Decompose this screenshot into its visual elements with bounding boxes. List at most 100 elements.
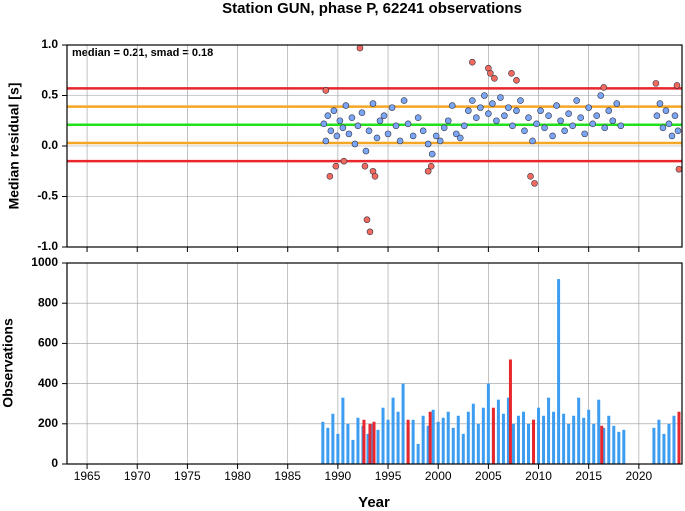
point [487,69,494,77]
x-tick-label: 1965 [74,469,101,483]
bar [356,417,360,464]
point [501,112,508,119]
point [456,134,464,142]
bar [562,413,566,464]
point [673,82,681,89]
x-tick-label: 2005 [475,469,502,483]
point [549,132,556,140]
point [436,137,444,145]
bar [537,407,541,464]
point [481,92,488,99]
point [330,107,338,114]
point [597,92,605,99]
point [465,107,472,114]
point [553,102,560,109]
point [351,140,359,148]
x-tick-label: 1995 [375,469,402,483]
point [529,137,536,145]
point [508,69,515,77]
bar [428,411,432,464]
point [593,112,601,119]
x-tick-label: 1975 [174,469,201,483]
bar [587,409,591,464]
point [365,127,373,135]
point [469,58,476,66]
point [653,112,661,119]
bar [346,423,350,464]
plot-frame [66,262,683,465]
x-tick-label: 1980 [224,469,251,483]
bar [491,407,495,464]
bar [577,397,581,464]
y-tick-label: 800 [38,295,58,309]
bar [496,399,500,464]
bar [600,425,604,464]
point [340,157,348,165]
bar [366,433,370,464]
point [609,117,617,125]
point [541,124,548,132]
point [428,150,436,158]
point [569,122,576,130]
point [477,104,484,111]
point [505,104,512,111]
point [659,124,667,132]
bar [657,419,661,464]
bar [542,415,546,464]
bar [547,397,551,464]
point [674,127,682,135]
bar [446,411,450,464]
point [557,117,564,125]
point [531,180,538,187]
bar [461,433,465,464]
point [333,132,341,140]
bar [466,411,470,464]
bar [431,409,435,464]
point [362,147,370,155]
point [371,173,379,180]
point [565,110,572,117]
bar [486,383,490,464]
point [573,97,580,104]
point [392,122,400,130]
bar [386,419,390,464]
point [509,122,516,130]
point [322,137,330,145]
bar [567,423,571,464]
bar [326,427,330,464]
point [517,97,524,104]
point [332,162,340,170]
point [613,100,621,107]
bar [436,421,440,464]
bar [416,443,420,464]
point [489,100,496,107]
point [537,107,544,114]
bar [321,421,325,464]
y-tick-label: 1.0 [41,37,58,51]
point [668,132,676,140]
point [527,173,534,180]
point [424,140,432,148]
point [491,75,498,82]
point [521,127,528,135]
point [577,114,584,122]
bar [406,419,410,464]
x-tick-label: 2000 [425,469,452,483]
bar [602,427,606,464]
x-tick-label: 2020 [626,469,653,483]
point [432,132,440,140]
bar [501,413,505,464]
y-tick-label: 1000 [31,255,58,269]
point [419,127,427,135]
point [545,112,552,119]
point [322,87,330,94]
bar [456,415,460,464]
point [444,117,452,125]
point [384,130,392,138]
bar [652,427,656,464]
y-axis-label: Observations [0,318,16,408]
point [600,84,608,91]
bar [617,431,621,464]
point [469,97,476,104]
